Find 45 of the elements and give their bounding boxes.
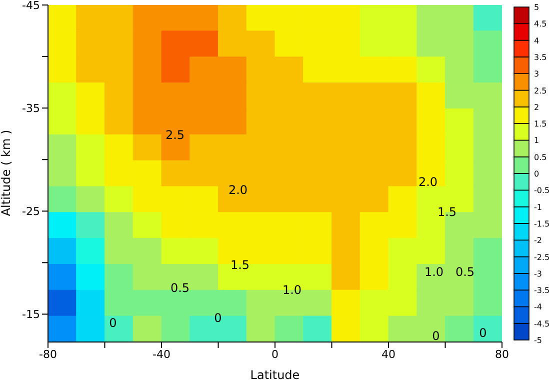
color-bar-label: -3.5	[534, 286, 549, 296]
color-bar-label: -3	[534, 269, 542, 278]
color-bar-label: -4	[534, 302, 542, 312]
annotation: 1.0	[282, 283, 302, 297]
annotation: 1.0	[424, 265, 444, 279]
annotation: 0	[109, 316, 117, 330]
annotation: 1.5	[230, 258, 250, 272]
color-bar-label: 1	[534, 136, 540, 146]
color-bar-label: -2.5	[534, 252, 549, 262]
y-axis-title: Altitude ( km )	[0, 130, 13, 216]
color-bar-label: -1.5	[534, 219, 549, 228]
color-bar-label: 0.5	[534, 152, 547, 162]
y-tick-label: -45	[22, 0, 40, 12]
x-tick-label: 80	[495, 348, 509, 361]
color-bar-label: -2	[534, 236, 542, 246]
color-bar-label: -4.5	[534, 319, 549, 328]
annotation: 1.5	[437, 205, 457, 219]
color-bar-label: -1	[534, 202, 542, 212]
color-bar-label: 4.5	[534, 20, 547, 29]
color-bar-label: 5	[534, 3, 540, 12]
annotation: 0	[432, 329, 440, 343]
annotation: 0.5	[170, 281, 190, 295]
color-bar-label: 3	[534, 70, 540, 79]
annotation: 0	[479, 326, 487, 340]
x-tick-label: -40	[152, 348, 170, 361]
annotation: 2.5	[165, 128, 185, 142]
x-tick-label: -80	[39, 348, 57, 361]
y-tick-label: -25	[22, 205, 40, 218]
y-tick-label: -35	[22, 102, 40, 115]
color-bar-label: 3.5	[534, 52, 547, 62]
x-axis-title: Latitude	[250, 368, 300, 382]
color-bar-label: -0.5	[534, 186, 549, 196]
color-bar-label: -5	[534, 336, 542, 345]
color-bar-label: 2.5	[534, 86, 547, 96]
annotation: 2.0	[228, 183, 248, 197]
color-bar-label: 4	[534, 36, 540, 46]
annotation: 0	[214, 311, 222, 325]
annotation: 0.5	[455, 265, 475, 279]
annotation: 2.0	[418, 175, 438, 189]
x-tick-label: 0	[272, 348, 278, 361]
color-bar-label: 1.5	[534, 120, 547, 129]
x-tick-label: 40	[382, 348, 396, 361]
color-bar-label: 0	[534, 170, 540, 178]
color-bar-label: 2	[534, 102, 540, 112]
y-tick-label: -15	[22, 308, 40, 322]
